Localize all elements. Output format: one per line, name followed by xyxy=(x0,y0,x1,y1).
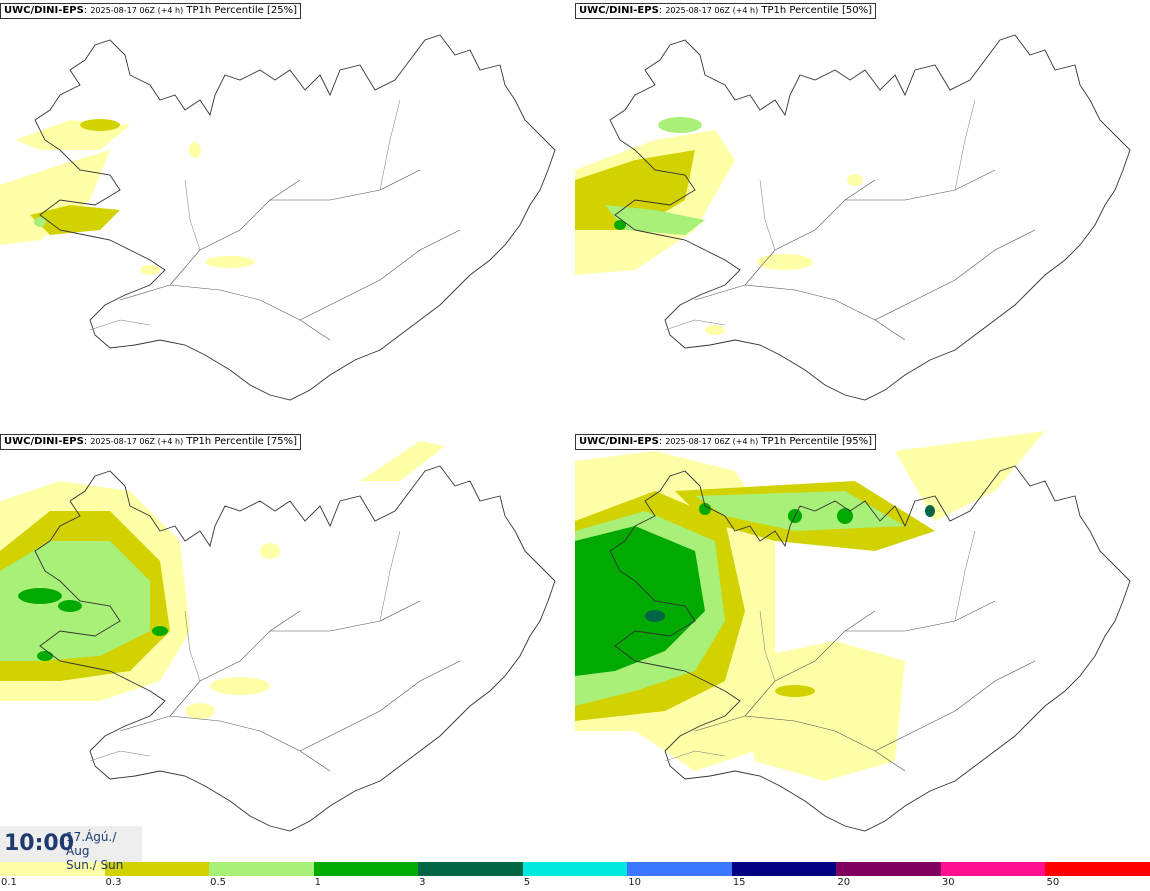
legend-label: 1 xyxy=(314,877,321,888)
model-label: UWC/DINI-EPS xyxy=(579,5,659,16)
legend-label: 20 xyxy=(837,877,851,888)
legend-swatch xyxy=(940,862,1046,876)
precip-map-75 xyxy=(0,441,556,832)
run-date: 2025-08-17 06Z (+4 h) xyxy=(665,6,759,15)
legend-label: 0.5 xyxy=(210,877,226,888)
run-date: 2025-08-17 06Z (+4 h) xyxy=(90,437,184,446)
valid-date-line: 17.Ágú./ Aug xyxy=(66,830,117,858)
model-label: UWC/DINI-EPS xyxy=(4,436,84,447)
legend-swatch xyxy=(209,862,314,876)
legend-swatch xyxy=(1045,862,1150,876)
map-panel-50: UWC/DINI-EPS: 2025-08-17 06Z (+4 h) TP1h… xyxy=(575,0,1150,430)
panel-title: UWC/DINI-EPS: 2025-08-17 06Z (+4 h) TP1h… xyxy=(0,434,301,450)
valid-date: 17.Ágú./ Aug Sun./ Sun xyxy=(66,830,142,872)
legend-swatch xyxy=(418,862,523,876)
panel-title: UWC/DINI-EPS: 2025-08-17 06Z (+4 h) TP1h… xyxy=(0,3,301,19)
map-panel-75: UWC/DINI-EPS: 2025-08-17 06Z (+4 h) TP1h… xyxy=(0,431,575,861)
precip-legend: 0.1 0.3 0.5 1 3 5 10 15 20 30 50 xyxy=(0,862,1150,891)
product-title: TP1h Percentile [95%] xyxy=(761,436,872,447)
legend-swatch xyxy=(522,862,628,876)
run-date: 2025-08-17 06Z (+4 h) xyxy=(665,437,759,446)
run-date: 2025-08-17 06Z (+4 h) xyxy=(90,6,184,15)
legend-label: 15 xyxy=(732,877,746,888)
panel-title: UWC/DINI-EPS: 2025-08-17 06Z (+4 h) TP1h… xyxy=(575,434,876,450)
model-label: UWC/DINI-EPS xyxy=(4,5,84,16)
legend-swatch xyxy=(731,862,837,876)
map-panel-25: UWC/DINI-EPS: 2025-08-17 06Z (+4 h) TP1h… xyxy=(0,0,575,430)
valid-day-line: Sun./ Sun xyxy=(66,858,124,872)
precip-map-25 xyxy=(0,34,556,401)
legend-label: 30 xyxy=(941,877,955,888)
legend-swatch xyxy=(104,862,210,876)
product-title: TP1h Percentile [50%] xyxy=(761,5,872,16)
legend-swatch xyxy=(313,862,419,876)
legend-label: 10 xyxy=(628,877,641,888)
legend-label: 0.1 xyxy=(1,877,17,888)
valid-time-box: 10:00 17.Ágú./ Aug Sun./ Sun xyxy=(0,826,142,872)
legend-label: 0.3 xyxy=(105,877,122,888)
model-label: UWC/DINI-EPS xyxy=(579,436,659,447)
map-panel-95: UWC/DINI-EPS: 2025-08-17 06Z (+4 h) TP1h… xyxy=(575,431,1150,861)
valid-time: 10:00 xyxy=(4,831,75,856)
precip-map-95 xyxy=(575,431,1131,832)
legend-label: 3 xyxy=(419,877,426,888)
product-title: TP1h Percentile [25%] xyxy=(186,5,297,16)
legend-label: 5 xyxy=(523,877,531,888)
legend-swatch xyxy=(836,862,941,876)
legend-swatch xyxy=(627,862,732,876)
precip-map-50 xyxy=(575,34,1131,401)
legend-label: 50 xyxy=(1046,877,1060,888)
product-title: TP1h Percentile [75%] xyxy=(186,436,297,447)
legend-swatch xyxy=(0,862,105,876)
legend-color-bar xyxy=(0,862,1150,876)
panel-title: UWC/DINI-EPS: 2025-08-17 06Z (+4 h) TP1h… xyxy=(575,3,876,19)
